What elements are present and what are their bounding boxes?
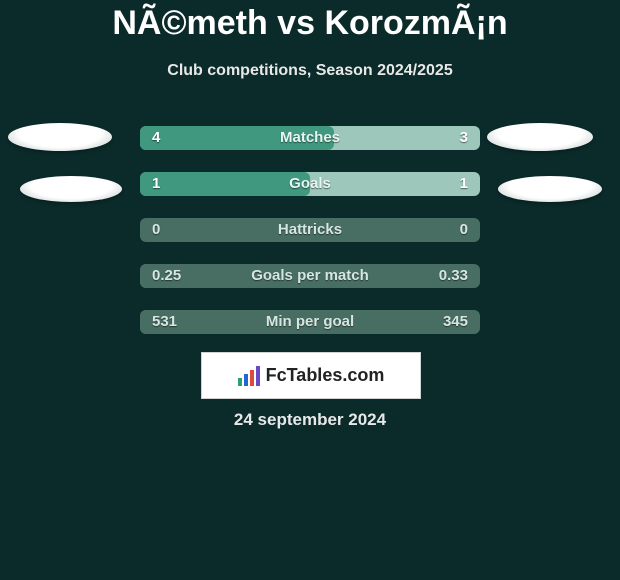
stat-right-value: 3 <box>460 126 468 150</box>
fctables-logo[interactable]: FcTables.com <box>201 352 421 399</box>
stat-row: 4Matches3 <box>140 126 480 150</box>
stat-row: 531Min per goal345 <box>140 310 480 334</box>
page-title: NÃ©meth vs KorozmÃ¡n <box>0 4 620 43</box>
player-left-shadow-top <box>8 123 112 151</box>
stat-right-value: 0.33 <box>439 264 468 288</box>
page-subtitle: Club competitions, Season 2024/2025 <box>0 62 620 80</box>
stat-label: Matches <box>140 126 480 150</box>
generation-date: 24 september 2024 <box>0 410 620 430</box>
stat-label: Goals per match <box>140 264 480 288</box>
player-right-shadow-bot <box>498 176 602 202</box>
stat-label: Hattricks <box>140 218 480 242</box>
fctables-logo-text: FcTables.com <box>266 365 385 386</box>
stat-row: 1Goals1 <box>140 172 480 196</box>
player-right-shadow-top <box>487 123 593 151</box>
stat-right-value: 0 <box>460 218 468 242</box>
stat-label: Min per goal <box>140 310 480 334</box>
stat-row: 0Hattricks0 <box>140 218 480 242</box>
player-left-shadow-bot <box>20 176 122 202</box>
stat-right-value: 345 <box>443 310 468 334</box>
bars-icon <box>238 366 260 386</box>
comparison-infographic: NÃ©meth vs KorozmÃ¡n Club competitions, … <box>0 0 620 580</box>
stat-right-value: 1 <box>460 172 468 196</box>
stat-label: Goals <box>140 172 480 196</box>
stat-row: 0.25Goals per match0.33 <box>140 264 480 288</box>
